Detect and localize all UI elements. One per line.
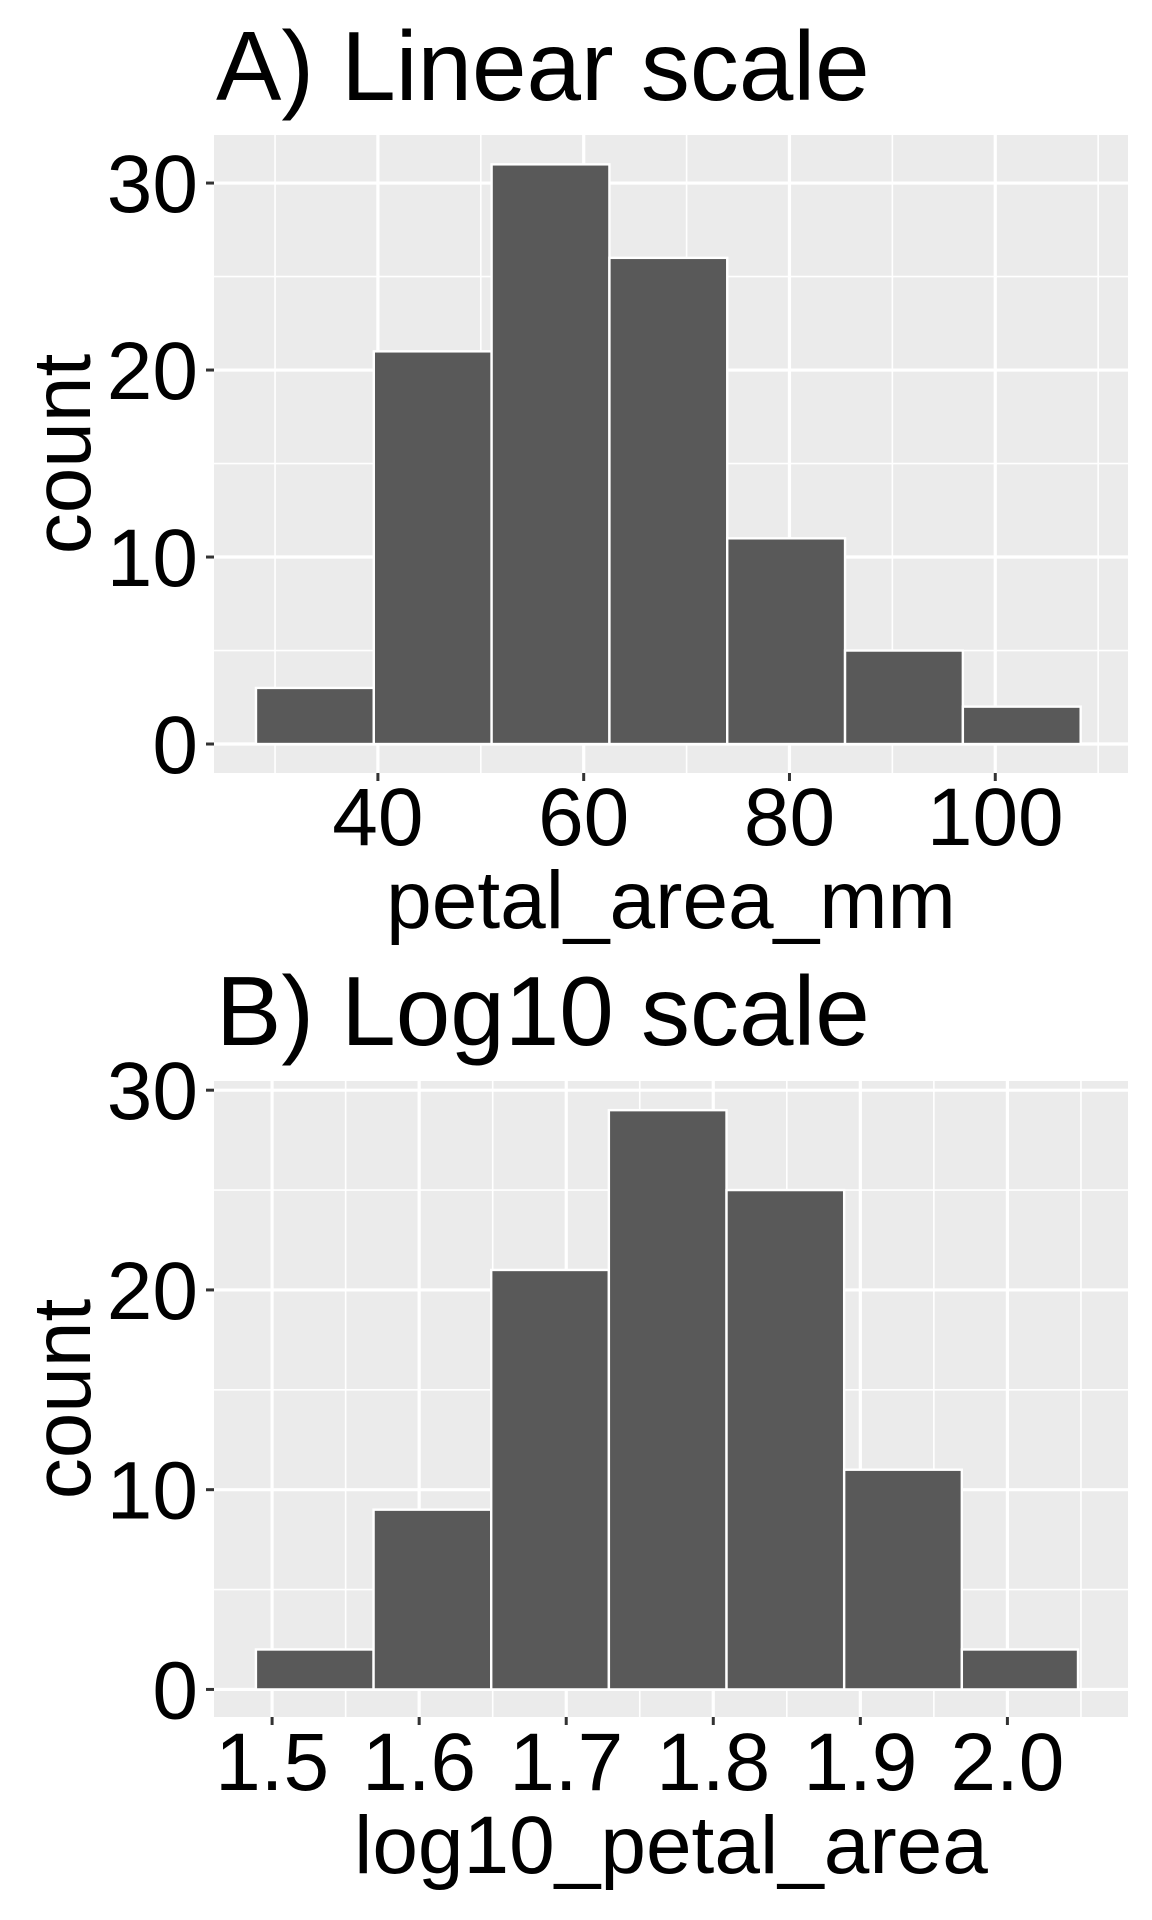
panel-b-x-axis: 1.5 1.6 1.7 1.8 1.9 2.0 <box>215 1717 1064 1808</box>
histogram-bar <box>372 350 493 746</box>
y-tick-label: 10 <box>107 1446 198 1537</box>
x-tick-label: 1.6 <box>362 1717 476 1808</box>
panel-b-log10-scale: B) Log10 scale 0 10 20 30 1.5 1.6 1.7 1.8 1.9 2.… <box>17 956 1128 1891</box>
histogram-bar <box>960 1648 1080 1691</box>
y-tick-label: 10 <box>107 513 198 604</box>
y-tick-label: 0 <box>152 1645 198 1736</box>
histogram-bar <box>726 537 847 746</box>
panel-a-x-axis-title: petal_area_mm <box>386 855 956 946</box>
panel-b-title: B) Log10 scale <box>216 956 870 1066</box>
x-tick-label: 1.7 <box>509 1717 623 1808</box>
panel-a-linear-scale: A) Linear scale 0 10 20 30 40 60 80 100 petal_… <box>17 11 1128 946</box>
y-tick-label: 30 <box>107 1046 198 1137</box>
panel-a-title: A) Linear scale <box>216 11 870 121</box>
histogram-bar <box>254 1648 375 1691</box>
x-tick-label: 2.0 <box>950 1717 1064 1808</box>
y-tick-label: 0 <box>152 700 198 791</box>
panel-b-y-axis: 0 10 20 30 <box>107 1046 214 1736</box>
x-tick-label: 1.8 <box>656 1717 770 1808</box>
x-tick-label: 100 <box>927 772 1064 863</box>
x-tick-label: 80 <box>744 772 835 863</box>
y-tick-label: 30 <box>107 139 198 230</box>
panel-a-x-axis: 40 60 80 100 <box>332 772 1063 863</box>
panel-b-y-axis-title: count <box>17 1298 108 1499</box>
panel-a-y-axis: 0 10 20 30 <box>107 139 214 791</box>
x-tick-label: 40 <box>332 772 423 863</box>
panel-b-x-axis-title: log10_petal_area <box>354 1800 988 1891</box>
histogram-bar <box>607 1108 728 1691</box>
y-tick-label: 20 <box>107 326 198 417</box>
histogram-bar <box>608 256 729 746</box>
panel-a-histogram-bars <box>254 163 1082 746</box>
x-tick-label: 1.5 <box>215 1717 329 1808</box>
histogram-bar <box>372 1508 493 1691</box>
histogram-bar <box>490 163 611 746</box>
histogram-bar <box>725 1188 846 1691</box>
histogram-bar <box>490 1268 611 1691</box>
histogram-bar <box>961 705 1082 746</box>
histogram-bar <box>842 1468 964 1691</box>
x-tick-label: 60 <box>538 772 629 863</box>
y-tick-label: 20 <box>107 1246 198 1337</box>
panel-a-y-axis-title: count <box>17 353 108 554</box>
histogram-bar <box>254 686 375 746</box>
panel-b-histogram-bars <box>254 1108 1080 1691</box>
x-tick-label: 1.9 <box>803 1717 917 1808</box>
histogram-bar <box>843 649 965 746</box>
